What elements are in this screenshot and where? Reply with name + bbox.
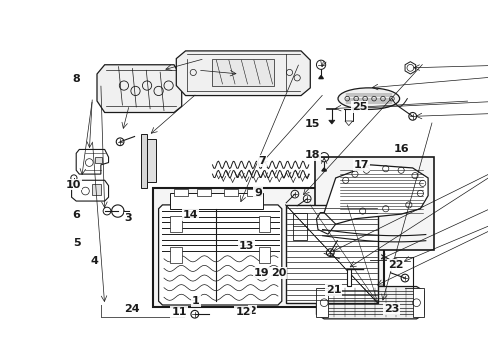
Text: 7: 7 [258, 156, 265, 166]
Bar [212, 59, 274, 86]
Bar [141, 134, 147, 188]
Bar [258, 216, 270, 232]
Polygon shape [71, 180, 108, 201]
Bar [147, 139, 156, 182]
Polygon shape [404, 62, 415, 74]
Text: 25: 25 [351, 102, 367, 112]
Polygon shape [97, 65, 182, 112]
Text: 18: 18 [305, 150, 320, 161]
Text: 23: 23 [384, 304, 399, 314]
Bar [153, 188, 384, 307]
Text: 6: 6 [73, 210, 81, 220]
Bar [412, 288, 424, 317]
Text: 9: 9 [254, 188, 262, 198]
Text: 4: 4 [90, 256, 98, 266]
Bar [314, 157, 433, 249]
Bar [197, 189, 210, 195]
Text: 1: 1 [192, 296, 200, 306]
Ellipse shape [337, 88, 399, 109]
Text: 3: 3 [124, 213, 132, 223]
Text: 16: 16 [393, 144, 408, 153]
Text: 15: 15 [305, 118, 320, 129]
Bar [293, 213, 306, 239]
Text: 22: 22 [387, 260, 403, 270]
Polygon shape [158, 205, 281, 305]
Polygon shape [316, 287, 424, 319]
Bar [344, 109, 352, 121]
Text: 2: 2 [248, 306, 256, 316]
Polygon shape [76, 149, 108, 174]
Text: 10: 10 [66, 180, 81, 190]
Polygon shape [344, 121, 352, 126]
Polygon shape [318, 76, 323, 78]
Bar [258, 247, 270, 263]
Bar [174, 189, 187, 195]
Text: 24: 24 [124, 304, 140, 314]
Text: 8: 8 [73, 74, 81, 84]
Text: 12: 12 [235, 307, 250, 317]
Bar [170, 247, 182, 263]
Text: 20: 20 [271, 268, 286, 278]
Bar [246, 189, 261, 195]
Bar [224, 189, 238, 195]
Text: 11: 11 [171, 307, 186, 317]
Bar [170, 193, 262, 209]
Bar [346, 269, 350, 286]
Text: 17: 17 [353, 160, 368, 170]
Text: 13: 13 [239, 240, 254, 251]
Bar [95, 157, 102, 163]
Polygon shape [328, 120, 334, 124]
Text: 5: 5 [73, 238, 81, 248]
Text: 19: 19 [254, 268, 269, 278]
Polygon shape [316, 213, 335, 234]
Bar [285, 205, 377, 303]
Text: 14: 14 [182, 210, 198, 220]
Text: 21: 21 [325, 285, 341, 295]
Bar [316, 288, 327, 317]
Bar [91, 184, 101, 195]
Polygon shape [321, 168, 326, 171]
Polygon shape [324, 165, 427, 224]
Polygon shape [176, 51, 310, 95]
Bar [170, 216, 182, 232]
